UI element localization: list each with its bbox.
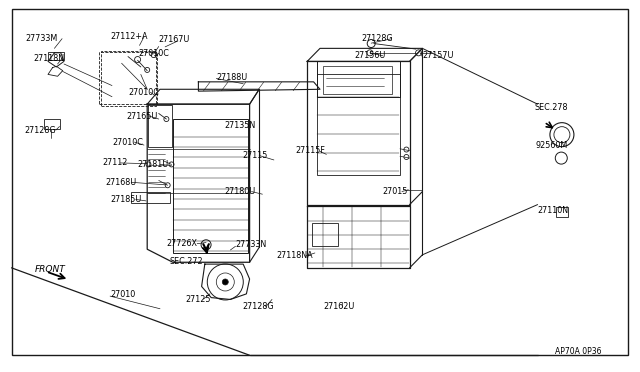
Text: 92560M: 92560M bbox=[535, 141, 567, 150]
Text: 27181U: 27181U bbox=[138, 160, 169, 169]
Text: 27156U: 27156U bbox=[354, 51, 385, 60]
Text: 27015: 27015 bbox=[383, 187, 408, 196]
Text: AP70A 0P36: AP70A 0P36 bbox=[555, 347, 602, 356]
Text: 27185U: 27185U bbox=[110, 195, 141, 204]
Text: FRONT: FRONT bbox=[35, 265, 66, 274]
Text: 27115F: 27115F bbox=[296, 146, 326, 155]
Text: SEC.272: SEC.272 bbox=[170, 257, 204, 266]
Text: 27726X: 27726X bbox=[166, 239, 197, 248]
Text: 27188U: 27188U bbox=[216, 73, 248, 81]
Bar bbox=[323, 66, 392, 94]
Text: 27162U: 27162U bbox=[324, 302, 355, 311]
Text: 27165U: 27165U bbox=[127, 112, 158, 121]
Bar bbox=[173, 119, 248, 253]
Circle shape bbox=[222, 279, 228, 285]
Bar bbox=[101, 51, 156, 106]
Bar bbox=[48, 52, 64, 60]
Text: 27010C: 27010C bbox=[138, 49, 169, 58]
Text: 27115: 27115 bbox=[242, 151, 268, 160]
Bar bbox=[131, 192, 170, 203]
Text: 27733N: 27733N bbox=[236, 240, 267, 249]
Text: 27118N: 27118N bbox=[33, 54, 65, 63]
Text: 27112: 27112 bbox=[102, 158, 128, 167]
Text: 27010C: 27010C bbox=[128, 88, 159, 97]
Text: 27168U: 27168U bbox=[106, 178, 137, 187]
Text: 27157U: 27157U bbox=[422, 51, 454, 60]
Text: 27128G: 27128G bbox=[24, 126, 56, 135]
Text: SEC.278: SEC.278 bbox=[534, 103, 568, 112]
Bar bbox=[556, 207, 568, 217]
Text: 27118NA: 27118NA bbox=[276, 251, 313, 260]
Text: 27128G: 27128G bbox=[362, 34, 393, 43]
Text: 27110N: 27110N bbox=[538, 206, 569, 215]
Text: 27125: 27125 bbox=[186, 295, 211, 304]
Text: 27180U: 27180U bbox=[224, 187, 255, 196]
Text: 27128G: 27128G bbox=[242, 302, 273, 311]
Text: 27112+A: 27112+A bbox=[110, 32, 148, 41]
Text: 27167U: 27167U bbox=[159, 35, 190, 44]
Bar bbox=[317, 74, 400, 175]
Text: 27010C: 27010C bbox=[113, 138, 143, 147]
Text: 27010: 27010 bbox=[110, 290, 135, 299]
Bar bbox=[312, 223, 338, 246]
Bar bbox=[99, 52, 157, 104]
Text: 27733M: 27733M bbox=[26, 34, 58, 43]
Bar bbox=[44, 119, 60, 129]
Text: 27135N: 27135N bbox=[224, 121, 255, 130]
